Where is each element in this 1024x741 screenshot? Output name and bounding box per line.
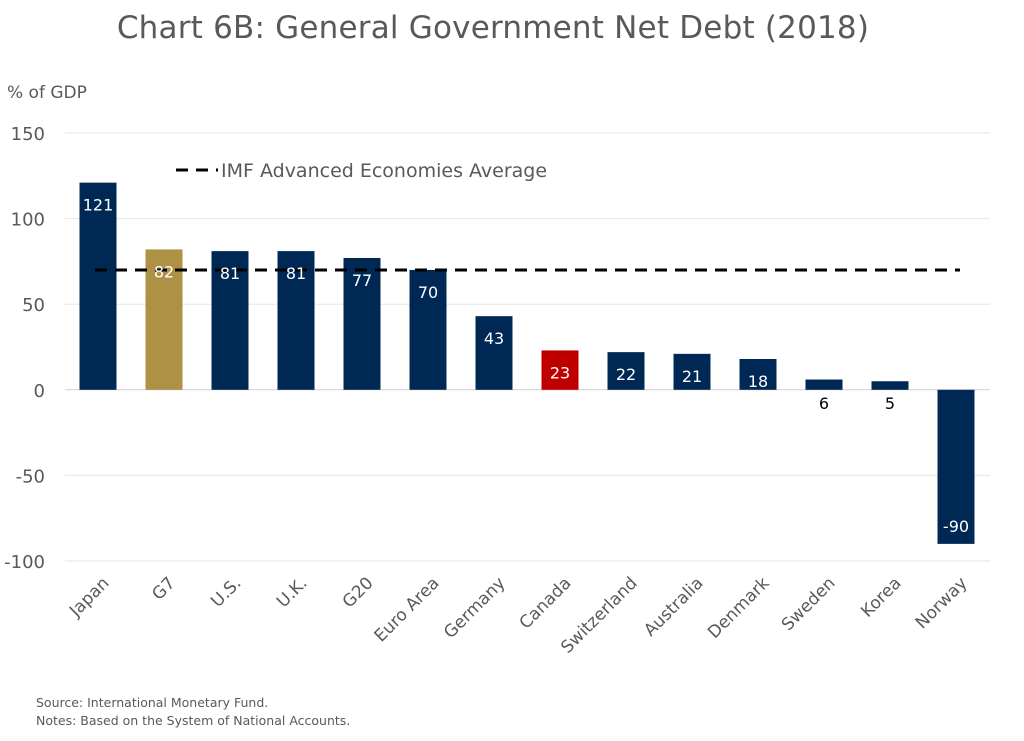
- data-label: 22: [616, 365, 636, 384]
- notes-text: Notes: Based on the System of National A…: [36, 713, 351, 728]
- chart-title: Chart 6B: General Government Net Debt (2…: [116, 10, 870, 46]
- data-label: 18: [748, 372, 768, 391]
- x-tick-label: Euro Area: [371, 573, 444, 646]
- data-label: 82: [154, 262, 174, 281]
- x-tick-label: Sweden: [778, 573, 840, 635]
- bar-denmark: [739, 358, 777, 390]
- bar-korea: [871, 381, 909, 390]
- bar-euro-area: [409, 269, 447, 390]
- bar-canada: [541, 350, 579, 390]
- bars: [79, 182, 975, 544]
- data-label: 77: [352, 271, 372, 290]
- y-tick-label: 150: [11, 124, 45, 145]
- data-label: -90: [943, 517, 969, 536]
- y-axis-label: % of GDP: [7, 83, 87, 103]
- x-tick-label: Korea: [857, 573, 905, 621]
- x-tick-label: U.K.: [273, 573, 311, 611]
- data-label: 21: [682, 367, 702, 386]
- bar-switzerland: [607, 352, 645, 390]
- bar-japan: [79, 182, 117, 390]
- data-label: 81: [220, 264, 240, 283]
- x-tick-label: G20: [339, 573, 378, 612]
- x-tick-label: Japan: [65, 573, 113, 621]
- x-tick-label: U.S.: [207, 573, 245, 611]
- x-tick-label: Canada: [516, 573, 576, 633]
- y-tick-label: -100: [4, 552, 45, 573]
- data-label: 70: [418, 283, 438, 302]
- y-tick-label: 0: [34, 381, 45, 402]
- bar-australia: [673, 353, 711, 390]
- bar-g20: [343, 257, 381, 390]
- legend-label: IMF Advanced Economies Average: [221, 160, 547, 182]
- gridlines: [65, 132, 990, 562]
- data-label: 81: [286, 264, 306, 283]
- data-label: 5: [885, 394, 895, 413]
- data-label: 43: [484, 329, 504, 348]
- bar-u-s-: [211, 251, 249, 390]
- y-tick-label: 100: [11, 210, 45, 231]
- legend: IMF Advanced Economies Average: [176, 160, 547, 182]
- y-tick-label: 50: [22, 295, 45, 316]
- bar-u-k-: [277, 251, 315, 390]
- x-tick-label: Norway: [912, 573, 972, 633]
- data-label: 23: [550, 363, 570, 382]
- bar-sweden: [805, 379, 843, 390]
- x-tick-label: Germany: [440, 573, 509, 642]
- bar-norway: [937, 389, 975, 544]
- data-label: 121: [83, 196, 114, 215]
- source-note: Source: International Monetary Fund.: [36, 695, 269, 710]
- bar-germany: [475, 316, 513, 390]
- x-tick-label: Australia: [640, 573, 707, 640]
- bar-g7: [145, 249, 183, 390]
- y-axis-ticks: 150 100 50 0 -50 -100: [4, 124, 45, 573]
- data-labels: 121 82 81 81 77 70 43 23 22 21 18 6 5 -90: [83, 196, 969, 536]
- data-label: 6: [819, 394, 829, 413]
- y-tick-label: -50: [16, 466, 45, 487]
- x-tick-label: Denmark: [704, 573, 774, 643]
- x-tick-label: G7: [148, 573, 179, 604]
